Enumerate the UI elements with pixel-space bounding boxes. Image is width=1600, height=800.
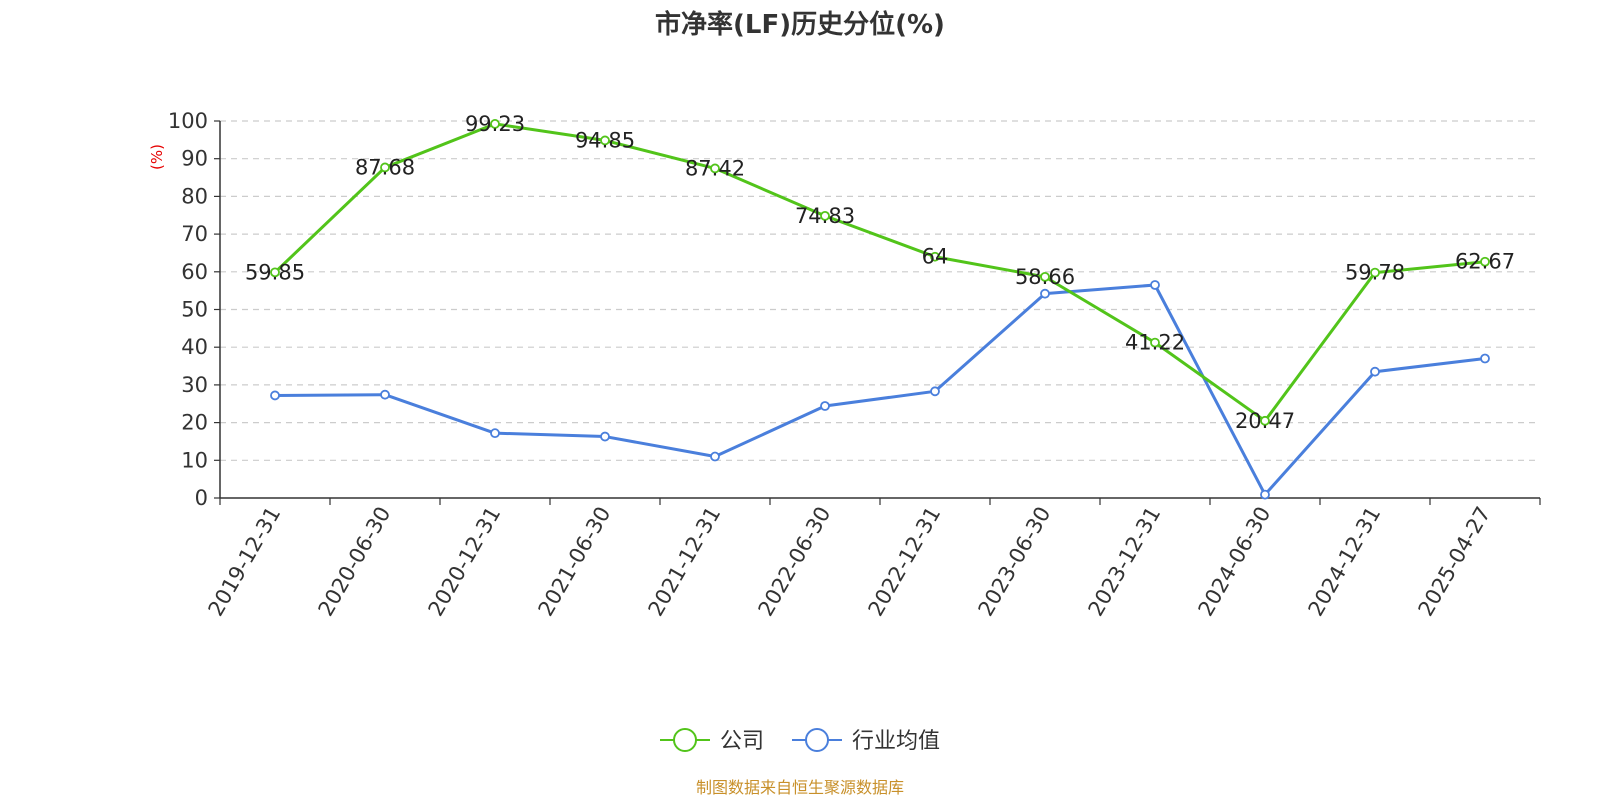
y-tick-label: 80	[181, 184, 208, 208]
data-label: 87.68	[355, 155, 415, 179]
data-point	[1040, 288, 1050, 299]
x-tick-label: 2021-12-31	[644, 503, 726, 621]
data-point	[270, 267, 280, 278]
data-point	[270, 390, 280, 401]
x-tick-label: 2023-12-31	[1084, 503, 1166, 621]
data-point	[1150, 280, 1160, 290]
data-point	[490, 428, 500, 439]
x-tick-label: 2020-06-30	[314, 503, 396, 621]
y-tick-label: 0	[195, 486, 208, 510]
data-label: 59.85	[245, 260, 305, 284]
y-tick-label: 10	[181, 448, 208, 472]
axes: 0 10 20 30 40 50 60 70 80 90 100 2019-12-31 2020-06-…	[168, 109, 1541, 621]
data-label: 74.83	[795, 204, 855, 228]
data-point	[930, 251, 940, 262]
series-line-1	[274, 283, 1486, 497]
data-point	[710, 451, 720, 462]
data-point	[1480, 353, 1490, 364]
data-point	[1480, 256, 1490, 267]
data-label: 94.85	[575, 128, 635, 152]
data-label: 62.67	[1455, 250, 1515, 274]
x-tick-label: 2024-12-31	[1304, 503, 1386, 621]
x-tick-label: 2019-12-31	[204, 503, 286, 621]
data-label: 64	[922, 245, 949, 269]
data-point	[1150, 337, 1160, 348]
y-tick-label: 50	[181, 298, 208, 322]
data-label: 58.66	[1015, 265, 1075, 289]
y-unit-label: (%)	[148, 144, 166, 170]
gridlines	[220, 120, 1540, 461]
legend-label: 公司	[720, 729, 764, 754]
legend-marker	[805, 728, 829, 752]
plot-area	[270, 119, 1490, 500]
y-tick-label: 20	[181, 411, 208, 435]
x-tick-label: 2023-06-30	[974, 503, 1056, 621]
data-point	[930, 386, 940, 397]
data-point	[380, 389, 390, 400]
x-tick-label: 2020-12-31	[424, 503, 506, 621]
data-label: 59.78	[1345, 261, 1405, 285]
x-tick-label: 2021-06-30	[534, 503, 616, 621]
chart-title: 市净率(LF)历史分位(%)	[655, 9, 945, 40]
legend: 公司 行业均值	[660, 728, 940, 754]
y-tick-label: 30	[181, 373, 208, 397]
legend-label: 行业均值	[852, 729, 940, 754]
y-tick-label: 90	[181, 147, 208, 171]
data-point	[600, 431, 610, 442]
legend-marker	[673, 728, 697, 752]
x-tick-label: 2022-06-30	[754, 503, 836, 621]
data-point	[1370, 267, 1380, 278]
data-point	[1260, 489, 1270, 500]
data-point	[710, 163, 720, 174]
x-tick-label: 2024-06-30	[1194, 503, 1276, 621]
data-label: 99.23	[465, 112, 525, 136]
data-point	[1040, 271, 1050, 282]
x-tick-label: 2025-04-27	[1414, 503, 1496, 621]
y-tick-label: 40	[181, 335, 208, 359]
data-label: 20.47	[1235, 409, 1295, 433]
data-point	[600, 135, 610, 146]
data-label: 87.42	[685, 156, 745, 180]
series-line-0	[273, 122, 1486, 423]
data-point	[820, 401, 830, 411]
data-point	[1260, 415, 1270, 426]
data-labels: 59.85 87.68 99.23 94.85 87.42 74.83 64 58.66 41.…	[245, 112, 1515, 433]
data-point	[380, 162, 390, 173]
y-tick-label: 60	[181, 260, 208, 284]
data-point	[490, 119, 500, 129]
data-label: 41.22	[1125, 331, 1185, 355]
y-tick-label: 100	[168, 109, 208, 133]
data-point	[1370, 366, 1380, 377]
source-note: 制图数据来自恒生聚源数据库	[696, 778, 904, 797]
x-tick-label: 2022-12-31	[864, 503, 946, 621]
y-tick-label: 70	[181, 222, 208, 246]
data-point	[820, 210, 830, 221]
